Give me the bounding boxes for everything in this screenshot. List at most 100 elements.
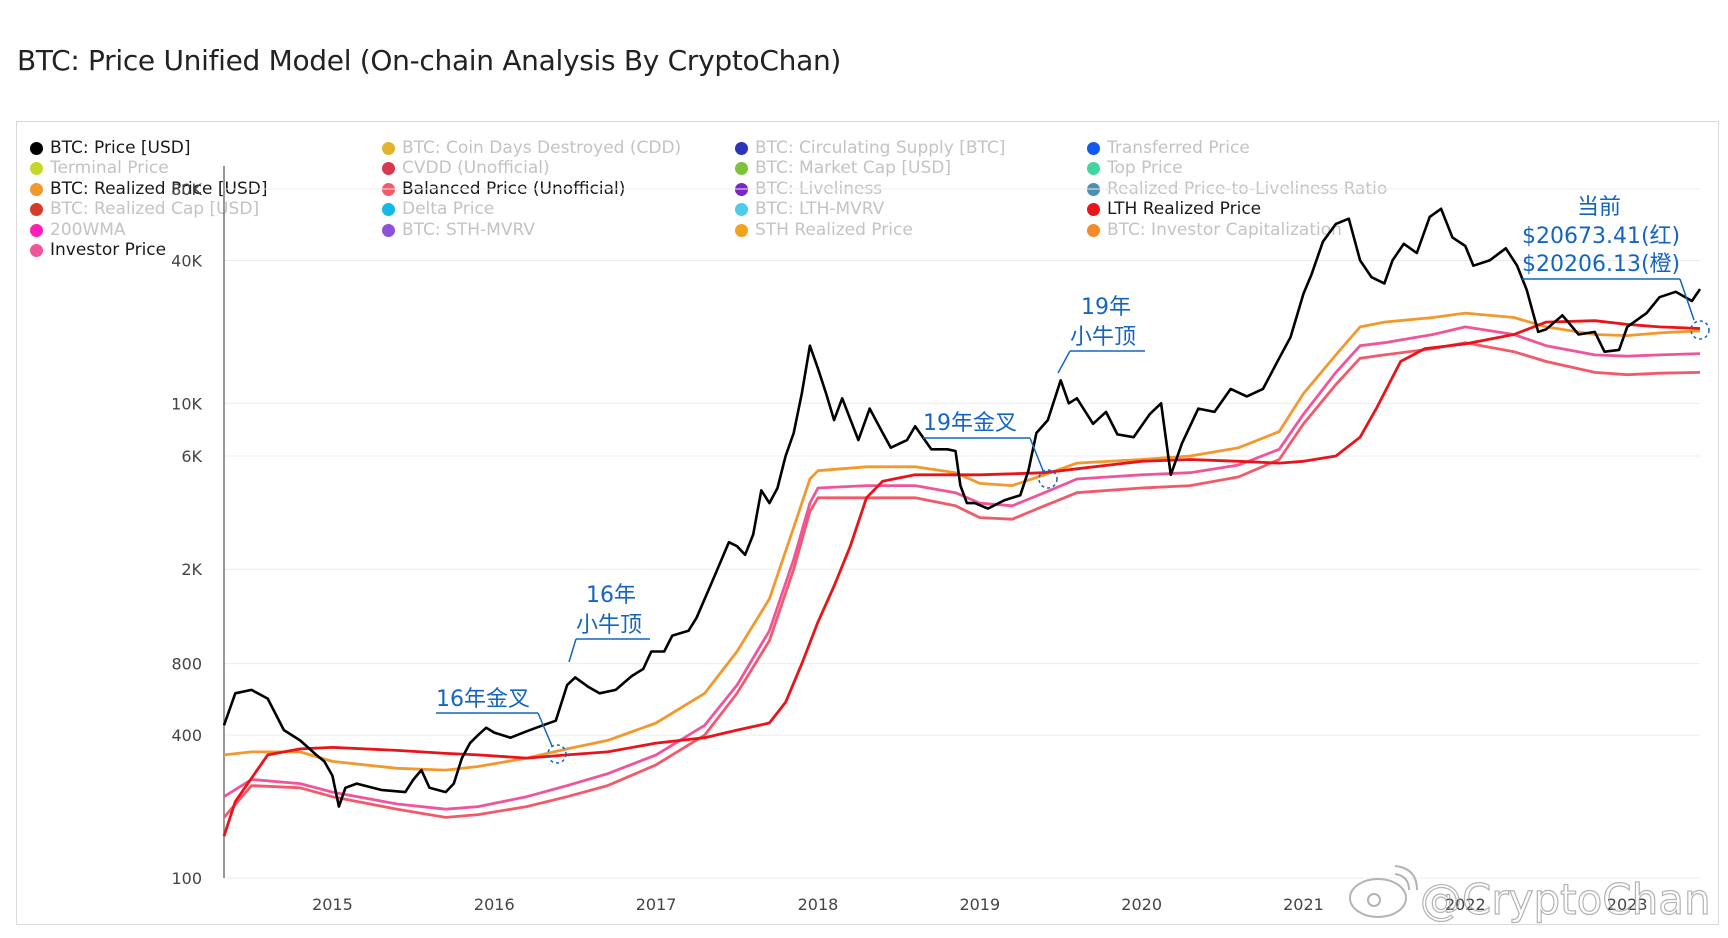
series-line-btc-price-usd bbox=[222, 207, 1702, 808]
annotation-mini-bull-top-2019: 19年 小牛顶 bbox=[1057, 295, 1145, 374]
annotation-golden-cross-2016: 16年金叉 bbox=[436, 687, 567, 764]
legend-item-200wma[interactable]: 200WMA bbox=[30, 220, 126, 240]
y-tick-label: 40K bbox=[171, 251, 202, 270]
legend-label: BTC: LTH-MVRV bbox=[755, 199, 885, 219]
legend-swatch bbox=[735, 202, 748, 216]
legend-label: BTC: Coin Days Destroyed (CDD) bbox=[402, 138, 682, 158]
watermark-text: @CryptoChan bbox=[1420, 875, 1711, 924]
x-tick-label: 2019 bbox=[959, 895, 1000, 914]
annotation-golden-cross-2019-text: 19年金叉 bbox=[923, 411, 1017, 436]
x-tick-label: 2020 bbox=[1121, 895, 1162, 914]
annotation-current-orange: $20206.13(橙) bbox=[1522, 252, 1680, 277]
golden-cross-2016-marker bbox=[547, 744, 567, 764]
legend-label: Top Price bbox=[1107, 158, 1183, 178]
legend-label: BTC: Realized Price [USD] bbox=[50, 179, 268, 199]
series-line-lth-realized-price bbox=[222, 319, 1701, 837]
legend-item-cdd[interactable]: BTC: Coin Days Destroyed (CDD) bbox=[382, 138, 681, 158]
legend-swatch bbox=[1087, 141, 1100, 155]
legend-item-transferred-price[interactable]: Transferred Price bbox=[1087, 138, 1250, 158]
series-line-btc-realized-price-usd bbox=[223, 311, 1701, 772]
grid-lines bbox=[224, 188, 1700, 879]
legend-swatch bbox=[735, 141, 748, 155]
watermark: @CryptoChan bbox=[1349, 865, 1711, 925]
y-axis-ticks: 100 400 800 2K 6K 10K 40K 80K bbox=[171, 180, 202, 888]
legend-swatch bbox=[382, 141, 395, 155]
legend-label: Delta Price bbox=[402, 199, 495, 219]
annotation-current: 当前 $20673.41(红) $20206.13(橙) bbox=[1522, 195, 1710, 340]
legend-label: BTC: STH-MVRV bbox=[402, 220, 535, 240]
legend-item-lth-realized-price[interactable]: LTH Realized Price bbox=[1087, 199, 1261, 219]
legend-swatch bbox=[735, 223, 748, 237]
x-tick-label: 2017 bbox=[636, 895, 677, 914]
chart-frame bbox=[16, 121, 1719, 925]
golden-cross-2019-marker bbox=[1038, 469, 1058, 489]
legend-item-circulating-supply[interactable]: BTC: Circulating Supply [BTC] bbox=[735, 138, 1005, 158]
legend-item-delta-price[interactable]: Delta Price bbox=[382, 199, 494, 219]
legend-swatch bbox=[30, 182, 43, 196]
x-tick-label: 2022 bbox=[1445, 895, 1486, 914]
legend-label: BTC: Market Cap [USD] bbox=[755, 158, 951, 178]
legend-label: BTC: Circulating Supply [BTC] bbox=[755, 138, 1006, 158]
legend-label: BTC: Realized Cap [USD] bbox=[50, 199, 260, 219]
legend-item-realized-price[interactable]: BTC: Realized Price [USD] bbox=[30, 179, 267, 199]
legend-swatch bbox=[1087, 223, 1100, 237]
legend-item-sth-realized-price[interactable]: STH Realized Price bbox=[735, 220, 913, 240]
current-marker bbox=[1690, 320, 1710, 340]
legend-item-lth-mvrv[interactable]: BTC: LTH-MVRV bbox=[735, 199, 884, 219]
chart-legend: BTC: Price [USD] Terminal Price BTC: Rea… bbox=[30, 138, 1410, 278]
legend-swatch bbox=[30, 223, 43, 237]
y-tick-label: 10K bbox=[171, 394, 202, 413]
x-tick-label: 2021 bbox=[1283, 895, 1324, 914]
annotation-golden-cross-2019: 19年金叉 bbox=[923, 411, 1058, 489]
legend-item-investor-price[interactable]: Investor Price bbox=[30, 240, 166, 260]
x-tick-label: 2016 bbox=[474, 895, 515, 914]
legend-item-sth-mvrv[interactable]: BTC: STH-MVRV bbox=[382, 220, 535, 240]
weibo-logo-icon bbox=[1349, 878, 1407, 918]
legend-label: BTC: Investor Capitalization bbox=[1107, 220, 1342, 240]
legend-label: BTC: Price [USD] bbox=[50, 138, 191, 158]
legend-label: Terminal Price bbox=[50, 158, 169, 178]
legend-item-realized-cap[interactable]: BTC: Realized Cap [USD] bbox=[30, 199, 259, 219]
annotation-2016-top-line1: 16年 bbox=[586, 583, 636, 608]
annotation-current-red: $20673.41(红) bbox=[1522, 224, 1680, 249]
x-axis-ticks: 2015 2016 2017 2018 2019 2020 2021 2022 2023 bbox=[312, 895, 1647, 914]
legend-swatch bbox=[30, 141, 43, 155]
y-tick-label: 100 bbox=[171, 869, 202, 888]
legend-label: LTH Realized Price bbox=[1107, 199, 1262, 219]
x-tick-label: 2015 bbox=[312, 895, 353, 914]
series-lines bbox=[222, 207, 1702, 837]
legend-swatch bbox=[1087, 161, 1100, 175]
legend-swatch bbox=[30, 202, 43, 216]
legend-swatch bbox=[382, 161, 395, 175]
y-tick-label: 80K bbox=[171, 180, 202, 199]
legend-label: STH Realized Price bbox=[755, 220, 913, 240]
y-tick-label: 800 bbox=[171, 655, 202, 674]
legend-item-terminal-price[interactable]: Terminal Price bbox=[30, 158, 169, 178]
legend-swatch bbox=[30, 243, 43, 257]
annotation-golden-cross-2016-text: 16年金叉 bbox=[436, 687, 530, 712]
x-tick-label: 2018 bbox=[798, 895, 839, 914]
y-tick-label: 6K bbox=[181, 447, 202, 466]
annotation-2016-top-line2: 小牛顶 bbox=[576, 613, 642, 638]
legend-item-btc-price[interactable]: BTC: Price [USD] bbox=[30, 138, 191, 158]
legend-label: 200WMA bbox=[50, 220, 126, 240]
legend-item-top-price[interactable]: Top Price bbox=[1087, 158, 1183, 178]
x-tick-label: 2023 bbox=[1607, 895, 1648, 914]
y-tick-label: 400 bbox=[171, 726, 202, 745]
legend-label: CVDD (Unofficial) bbox=[402, 158, 550, 178]
annotation-2019-top-line2: 小牛顶 bbox=[1070, 325, 1136, 350]
annotation-mini-bull-top-2016: 16年 小牛顶 bbox=[568, 583, 650, 663]
legend-item-market-cap[interactable]: BTC: Market Cap [USD] bbox=[735, 158, 951, 178]
legend-swatch bbox=[30, 161, 43, 175]
legend-swatch bbox=[1087, 202, 1100, 216]
page-title: BTC: Price Unified Model (On-chain Analy… bbox=[17, 44, 842, 77]
series-line-investor-price bbox=[223, 325, 1701, 811]
annotation-2019-top-line1: 19年 bbox=[1081, 295, 1131, 320]
legend-label: Transferred Price bbox=[1107, 138, 1250, 158]
legend-swatch bbox=[382, 202, 395, 216]
legend-item-investor-capitalization[interactable]: BTC: Investor Capitalization bbox=[1087, 220, 1342, 240]
annotation-current-label: 当前 bbox=[1577, 195, 1621, 220]
legend-label: Investor Price bbox=[50, 240, 167, 260]
legend-item-cvdd[interactable]: CVDD (Unofficial) bbox=[382, 158, 550, 178]
